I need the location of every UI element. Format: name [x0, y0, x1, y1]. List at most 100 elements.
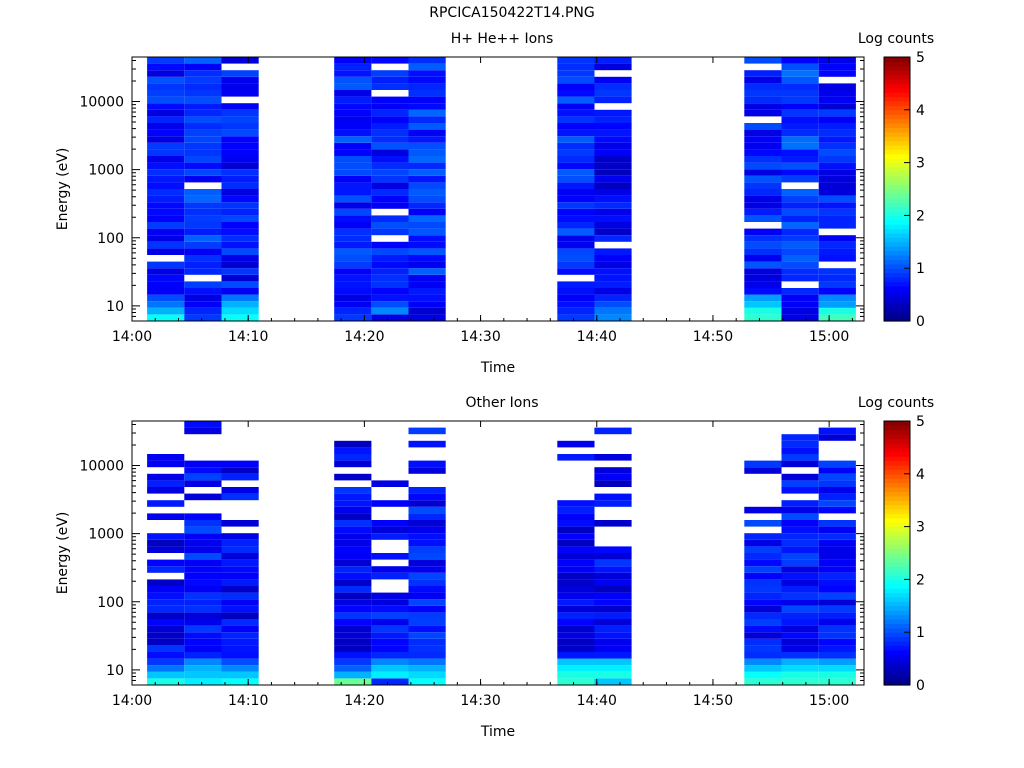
- heatmap-cell: [408, 268, 446, 275]
- heatmap-cell: [184, 202, 222, 209]
- heatmap-cell: [184, 57, 222, 64]
- heatmap-cell: [221, 301, 259, 308]
- heatmap-cell: [408, 566, 446, 573]
- x-tick-label: 14:20: [344, 693, 384, 709]
- colorbar-segment: [884, 632, 910, 638]
- colorbar-segment: [884, 443, 910, 448]
- heatmap-cell: [781, 162, 819, 170]
- colorbar-segment: [884, 667, 910, 673]
- heatmap-cell: [371, 96, 409, 104]
- heatmap-cell: [557, 572, 595, 580]
- heatmap-cell: [334, 103, 372, 110]
- heatmap-cell: [147, 70, 185, 77]
- colorbar-segment: [884, 548, 910, 554]
- heatmap-cell: [408, 123, 446, 130]
- heatmap-cell: [184, 559, 222, 567]
- heatmap-cell: [594, 612, 632, 619]
- heatmap-cell: [408, 182, 446, 189]
- heatmap-cell: [147, 142, 185, 150]
- heatmap-cell: [371, 307, 409, 315]
- heatmap-cell: [147, 638, 185, 646]
- colorbar-segment: [884, 491, 910, 497]
- heatmap-cell: [781, 195, 819, 203]
- heatmap-cell: [371, 533, 409, 540]
- heatmap-cell: [744, 70, 782, 77]
- heatmap-cell: [221, 248, 259, 255]
- heatmap-cell: [781, 500, 819, 507]
- heatmap-cell: [781, 559, 819, 567]
- heatmap-cell: [408, 215, 446, 222]
- heatmap-cell: [818, 427, 856, 435]
- heatmap-cell: [184, 136, 222, 143]
- heatmap-cell: [408, 500, 446, 507]
- heatmap-cell: [818, 658, 856, 666]
- heatmap-cell: [818, 652, 856, 659]
- heatmap-cell: [371, 645, 409, 652]
- heatmap-cell: [408, 294, 446, 302]
- heatmap-cell: [184, 645, 222, 652]
- heatmap-cell: [594, 202, 632, 209]
- heatmap-cell: [147, 175, 185, 183]
- heatmap-cell: [818, 103, 856, 110]
- heatmap-cell: [184, 467, 222, 474]
- heatmap-cell: [818, 625, 856, 633]
- heatmap-cell: [557, 70, 595, 77]
- colorbar-segment: [884, 465, 910, 470]
- colorbar-frame: [883, 56, 911, 322]
- heatmap-cell: [781, 136, 819, 143]
- heatmap-cell: [408, 222, 446, 229]
- heatmap-cell: [557, 57, 595, 64]
- heatmap-cell: [221, 572, 259, 580]
- heatmap-cell: [184, 281, 222, 288]
- heatmap-cell: [408, 619, 446, 626]
- heatmap-cell: [818, 506, 856, 514]
- heatmap-cell: [334, 57, 372, 64]
- heatmap-cell: [147, 546, 185, 553]
- heatmap-cell: [408, 57, 446, 64]
- heatmap-cell: [781, 294, 819, 302]
- heatmap-cell: [147, 559, 185, 567]
- sweep-column: [408, 427, 446, 685]
- heatmap-cell: [221, 156, 259, 163]
- heatmap-cell: [744, 559, 782, 567]
- heatmap-cell: [221, 467, 259, 474]
- heatmap-cell: [221, 70, 259, 77]
- heatmap-cell: [557, 612, 595, 619]
- heatmap-cell: [334, 182, 372, 189]
- heatmap-cell: [408, 579, 446, 586]
- heatmap-cell: [744, 162, 782, 170]
- heatmap-cell: [818, 645, 856, 652]
- heatmap-cell: [408, 612, 446, 619]
- heatmap-cell: [818, 467, 856, 474]
- heatmap-cell: [147, 579, 185, 586]
- heatmap-cell: [557, 76, 595, 84]
- heatmap-cell: [408, 506, 446, 514]
- colorbar-segment: [884, 61, 910, 67]
- heatmap-cell: [184, 255, 222, 262]
- heatmap-cell: [781, 480, 819, 487]
- colorbar-segment: [884, 277, 910, 282]
- heatmap-cell: [334, 638, 372, 646]
- heatmap-cell: [184, 222, 222, 229]
- heatmap-cell: [184, 665, 222, 672]
- colorbar-segment: [884, 566, 910, 572]
- heatmap-cell: [147, 671, 185, 679]
- colorbar-segment: [884, 671, 910, 677]
- colorbar-segment: [884, 469, 910, 475]
- heatmap-cell: [371, 301, 409, 308]
- heatmap-cell: [184, 241, 222, 249]
- heatmap-cell: [334, 129, 372, 137]
- heatmap-cell: [781, 619, 819, 626]
- heatmap-cell: [781, 546, 819, 553]
- heatmap-cell: [184, 123, 222, 130]
- heatmap-cell: [184, 248, 222, 255]
- x-tick-label: 14:10: [228, 329, 268, 345]
- heatmap-cell: [781, 487, 819, 494]
- heatmap-cell: [818, 129, 856, 137]
- heatmap-cell: [334, 288, 372, 295]
- heatmap-cell: [818, 189, 856, 196]
- heatmap-cell: [594, 566, 632, 573]
- heatmap-cell: [371, 612, 409, 619]
- heatmap-cell: [781, 215, 819, 222]
- heatmap-cell: [594, 175, 632, 183]
